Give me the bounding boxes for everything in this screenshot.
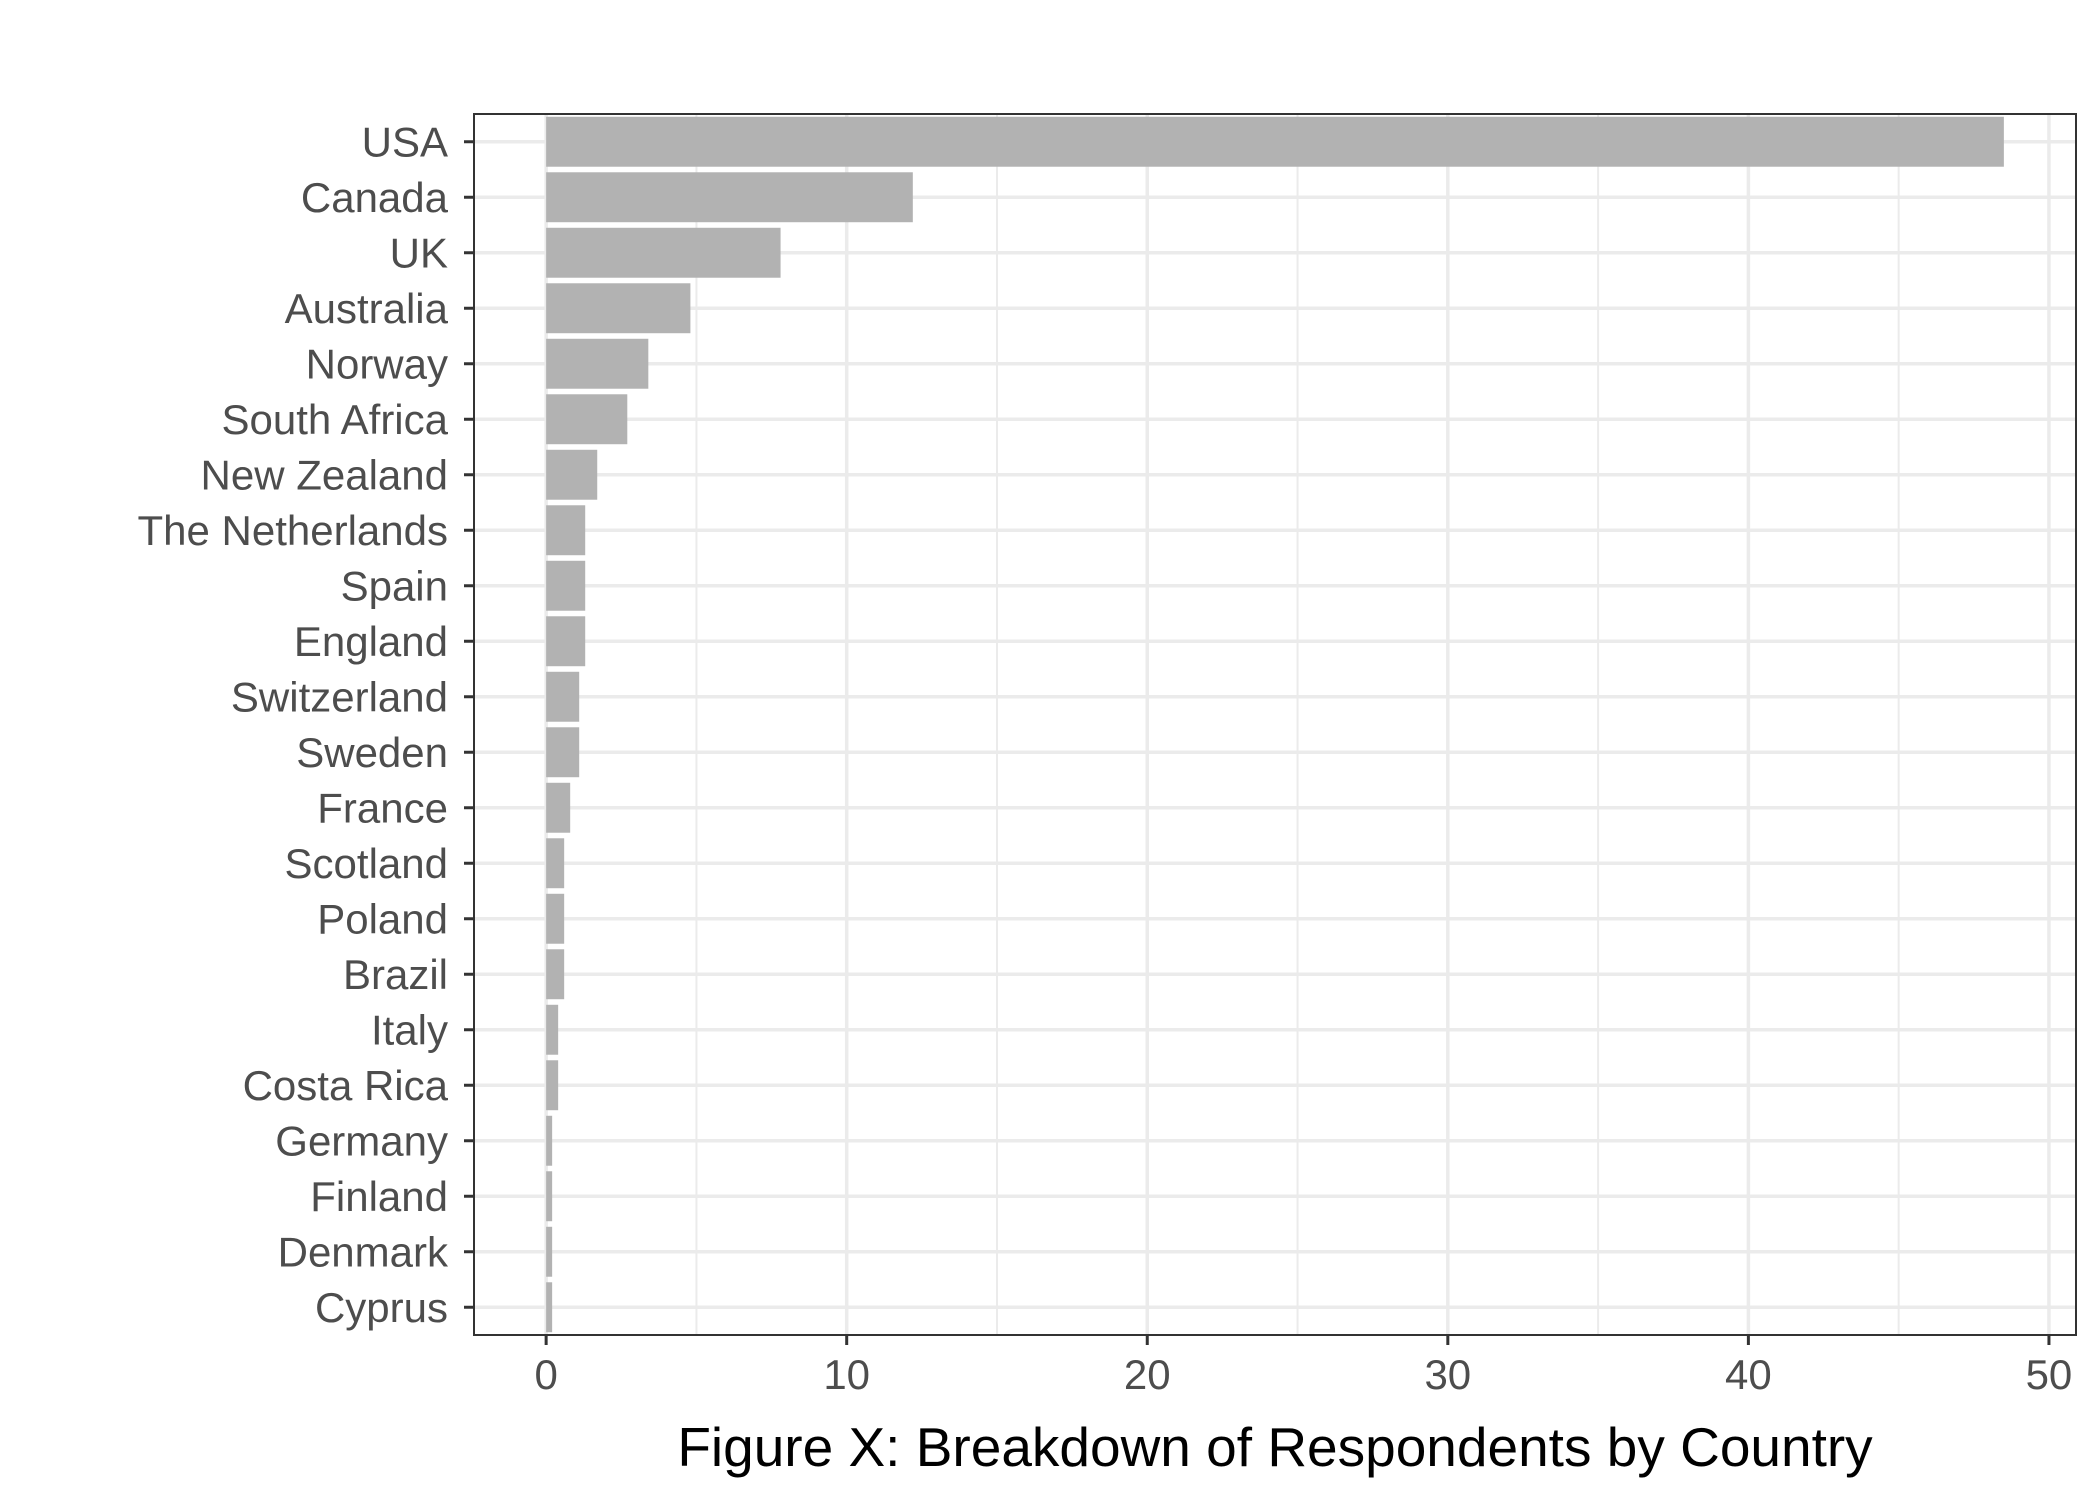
bar-usa	[546, 116, 2004, 167]
x-tick-label: 10	[823, 1351, 870, 1398]
bar-switzerland	[546, 671, 580, 722]
panel-border	[473, 113, 2077, 1336]
y-tick-label: Sweden	[296, 729, 448, 776]
bar-australia	[546, 283, 691, 334]
bar-finland	[546, 1171, 553, 1222]
bar-norway	[546, 338, 649, 389]
y-tick-label: Italy	[371, 1006, 448, 1053]
bar-uk	[546, 227, 781, 278]
y-tick-label: Poland	[317, 895, 448, 942]
y-tick-label: Brazil	[343, 951, 448, 998]
bar-new-zealand	[546, 449, 598, 500]
y-tick-label: England	[294, 618, 448, 665]
y-tick-label: South Africa	[222, 396, 449, 443]
minor-gridlines	[695, 114, 1900, 1335]
y-tick-label: Germany	[275, 1117, 448, 1164]
y-tick-label: Spain	[341, 562, 448, 609]
bar-the-netherlands	[546, 505, 586, 556]
x-tick-label: 40	[1725, 1351, 1772, 1398]
bar-brazil	[546, 949, 565, 1000]
bar-spain	[546, 560, 586, 611]
bar-south-africa	[546, 394, 628, 445]
major-gridlines	[474, 114, 2076, 1335]
y-tick-label: Costa Rica	[243, 1062, 449, 1109]
y-tick-label: Norway	[306, 340, 448, 387]
bar-denmark	[546, 1226, 553, 1277]
bar-costa-rica	[546, 1060, 559, 1111]
y-tick-label: France	[317, 784, 448, 831]
y-axis: USA Canada UK Australia Norway South Africa Ne…	[137, 118, 474, 1331]
y-tick-label: Canada	[301, 174, 449, 221]
y-tick-label: USA	[362, 118, 448, 165]
bars	[546, 116, 2004, 1333]
x-tick-label: 20	[1124, 1351, 1171, 1398]
y-tick-label: Finland	[310, 1173, 448, 1220]
y-tick-label: Australia	[285, 285, 449, 332]
y-tick-label: The Netherlands	[137, 507, 448, 554]
y-tick-label: Scotland	[285, 840, 448, 887]
x-tick-label: 30	[1424, 1351, 1471, 1398]
y-tick-label: Denmark	[278, 1228, 449, 1275]
y-tick-label: Switzerland	[231, 673, 448, 720]
x-tick-label: 0	[534, 1351, 557, 1398]
bar-italy	[546, 1004, 559, 1055]
y-tick-label: New Zealand	[201, 451, 448, 498]
x-tick-label: 50	[2026, 1351, 2073, 1398]
y-tick-label: UK	[390, 229, 448, 276]
bar-france	[546, 782, 571, 833]
bar-sweden	[546, 727, 580, 778]
bar-germany	[546, 1115, 553, 1166]
bar-cyprus	[546, 1282, 553, 1333]
bar-poland	[546, 893, 565, 944]
x-axis: 0 10 20 30 40 50	[534, 1335, 2072, 1398]
x-axis-title: Figure X: Breakdown of Respondents by Co…	[677, 1416, 1873, 1478]
bar-england	[546, 616, 586, 667]
bar-scotland	[546, 838, 565, 889]
bar-canada	[546, 172, 913, 223]
y-tick-label: Cyprus	[315, 1284, 448, 1331]
